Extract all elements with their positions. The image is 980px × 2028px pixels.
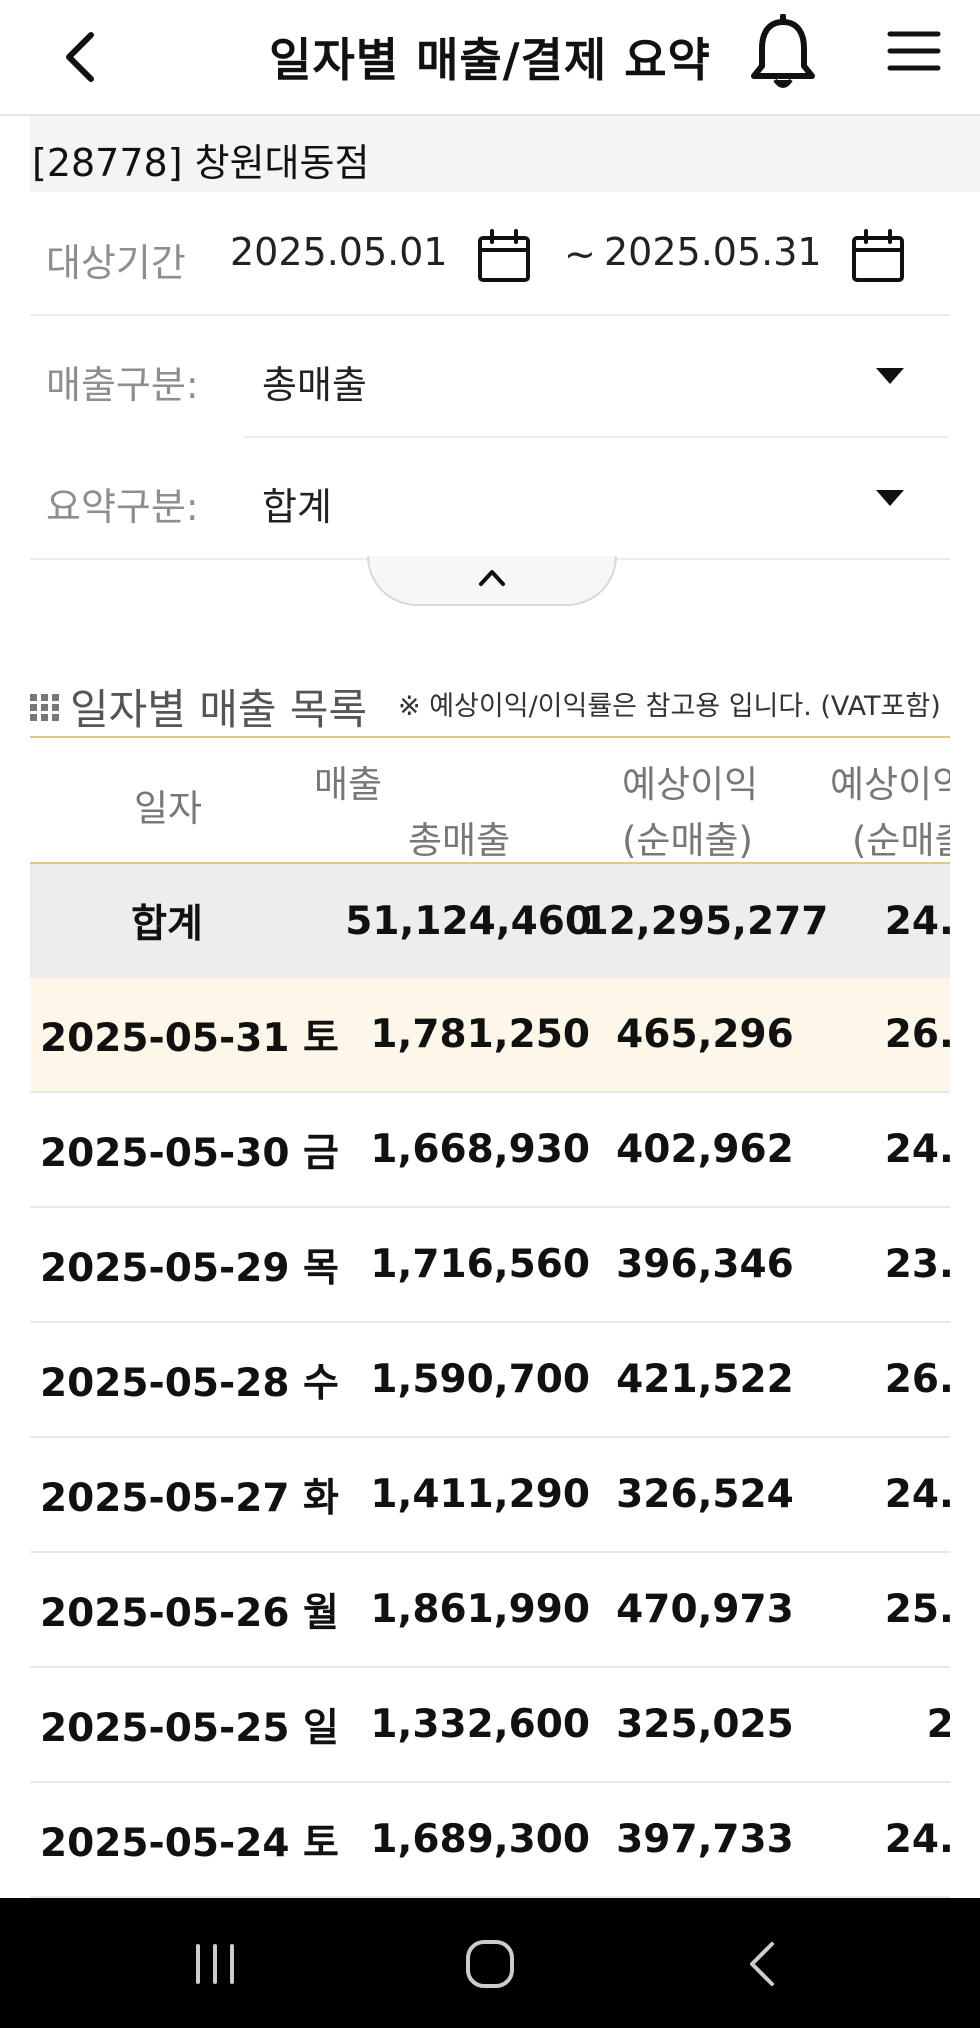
row-date: 2025-05-29 목: [40, 1245, 339, 1291]
calendar-icon[interactable]: [476, 228, 532, 284]
table-row[interactable]: 2025-05-28 수 1,590,700 421,522 26.5%: [30, 1323, 950, 1438]
notification-button[interactable]: [748, 13, 818, 94]
row-date: 2025-05-25 일: [40, 1705, 339, 1751]
row-rate: 26.1%: [884, 1012, 950, 1057]
total-row: 합계 51,124,460 12,295,277 24.1%: [30, 864, 950, 978]
row-date: 2025-05-27 화: [40, 1475, 339, 1521]
section-title: 일자별 매출 목록: [70, 685, 368, 734]
system-nav-bar: [0, 1898, 980, 2028]
row-profit: 396,346: [616, 1242, 794, 1287]
period-row: 대상기간 2025.05.01 ~ 2025.05.31: [30, 194, 950, 316]
reference-note: ※ 예상이익/이익률은 참고용 입니다. (VAT포함): [398, 691, 941, 722]
page-title: 일자별 매출/결제 요약: [269, 33, 711, 87]
sales-type-row: 매출구분: 총매출: [30, 316, 950, 438]
summary-type-value: 합계: [262, 485, 332, 529]
row-rate: 23.1%: [884, 1242, 950, 1287]
row-rate: 25%: [926, 1702, 950, 1747]
daily-sales-table[interactable]: 일자 매출 총매출 예상이익 (순매출) 예상이익 (순매출 합계 51,124…: [30, 736, 950, 1898]
row-profit: 397,733: [616, 1817, 794, 1862]
row-sales: 1,668,930: [370, 1127, 590, 1172]
row-rate: 24.1%: [884, 1472, 950, 1517]
row-date: 2025-05-28 수: [40, 1360, 339, 1406]
table-row[interactable]: 2025-05-26 월 1,861,990 470,973 25.7%: [30, 1553, 950, 1668]
table-row[interactable]: 2025-05-29 목 1,716,560 396,346 23.1%: [30, 1208, 950, 1323]
row-rate: 24.4%: [884, 1817, 950, 1862]
system-back-icon[interactable]: [730, 1934, 800, 1994]
summary-type-label: 요약구분:: [46, 485, 199, 529]
chevron-up-icon: [479, 570, 505, 586]
summary-type-select[interactable]: 합계: [244, 438, 948, 558]
header-sales: 총매출: [408, 819, 511, 862]
header-profit-sub: (순매출): [622, 819, 753, 862]
section-header: 일자별 매출 목록: [30, 676, 367, 737]
header-date: 일자: [134, 787, 203, 830]
dropdown-caret-icon: [876, 490, 904, 506]
back-button[interactable]: [46, 22, 116, 92]
total-rate: 24.1%: [884, 898, 950, 944]
row-rate: 26.5%: [884, 1357, 950, 1402]
table-row[interactable]: 2025-05-30 금 1,668,930 402,962 24.3%: [30, 1093, 950, 1208]
collapse-filters-button[interactable]: [367, 556, 617, 606]
table-row[interactable]: 2025-05-24 토 1,689,300 397,733 24.4%: [30, 1783, 950, 1898]
home-icon[interactable]: [455, 1934, 525, 1994]
total-profit: 12,295,277: [581, 898, 829, 944]
store-name: [28778] 창원대동점: [32, 141, 370, 185]
row-profit: 421,522: [616, 1357, 794, 1402]
row-sales: 1,781,250: [370, 1012, 590, 1057]
row-profit: 465,296: [616, 1012, 794, 1057]
row-date: 2025-05-26 월: [40, 1590, 339, 1636]
bell-icon: [751, 13, 815, 88]
sales-type-label: 매출구분:: [46, 363, 199, 407]
sales-type-select[interactable]: 총매출: [244, 316, 948, 438]
start-date-field[interactable]: 2025.05.01: [230, 230, 448, 274]
recent-apps-icon[interactable]: [180, 1934, 250, 1994]
header-rate: 예상이익: [830, 763, 950, 806]
row-rate: 24.3%: [884, 1127, 950, 1172]
header-sales-group: 매출: [314, 763, 383, 806]
row-sales: 1,689,300: [370, 1817, 590, 1862]
list-grid-icon: [30, 693, 59, 721]
calendar-icon[interactable]: [850, 228, 906, 284]
total-label: 합계: [131, 902, 203, 947]
row-sales: 1,332,600: [370, 1702, 590, 1747]
row-sales: 1,411,290: [370, 1472, 590, 1517]
row-sales: 1,590,700: [370, 1357, 590, 1402]
header-rate-sub: (순매출: [852, 819, 950, 862]
table-header: 일자 매출 총매출 예상이익 (순매출) 예상이익 (순매출: [30, 736, 950, 864]
store-bar: [28778] 창원대동점: [30, 116, 980, 192]
row-sales: 1,861,990: [370, 1587, 590, 1632]
row-date: 2025-05-30 금: [40, 1130, 339, 1176]
date-separator: ~: [564, 232, 596, 276]
header-profit: 예상이익: [622, 763, 759, 806]
row-date: 2025-05-24 토: [40, 1820, 339, 1866]
row-sales: 1,716,560: [370, 1242, 590, 1287]
table-row[interactable]: 2025-05-27 화 1,411,290 326,524 24.1%: [30, 1438, 950, 1553]
table-row[interactable]: 2025-05-25 일 1,332,600 325,025 25%: [30, 1668, 950, 1783]
total-sales: 51,124,460: [345, 898, 592, 944]
row-date: 2025-05-31 토: [40, 1015, 339, 1061]
row-profit: 325,025: [616, 1702, 794, 1747]
summary-type-row: 요약구분: 합계: [30, 438, 950, 560]
row-profit: 402,962: [616, 1127, 794, 1172]
end-date-field[interactable]: 2025.05.31: [604, 230, 822, 274]
sales-type-value: 총매출: [262, 363, 367, 407]
row-profit: 470,973: [616, 1587, 794, 1632]
period-label: 대상기간: [46, 241, 186, 285]
app-header: 일자별 매출/결제 요약: [0, 0, 980, 116]
row-rate: 25.7%: [884, 1587, 950, 1632]
back-icon: [66, 32, 94, 82]
dropdown-caret-icon: [876, 368, 904, 384]
menu-icon: [887, 31, 941, 71]
row-profit: 326,524: [616, 1472, 794, 1517]
menu-button[interactable]: [886, 26, 942, 76]
table-row[interactable]: 2025-05-31 토 1,781,250 465,296 26.1%: [30, 978, 950, 1093]
